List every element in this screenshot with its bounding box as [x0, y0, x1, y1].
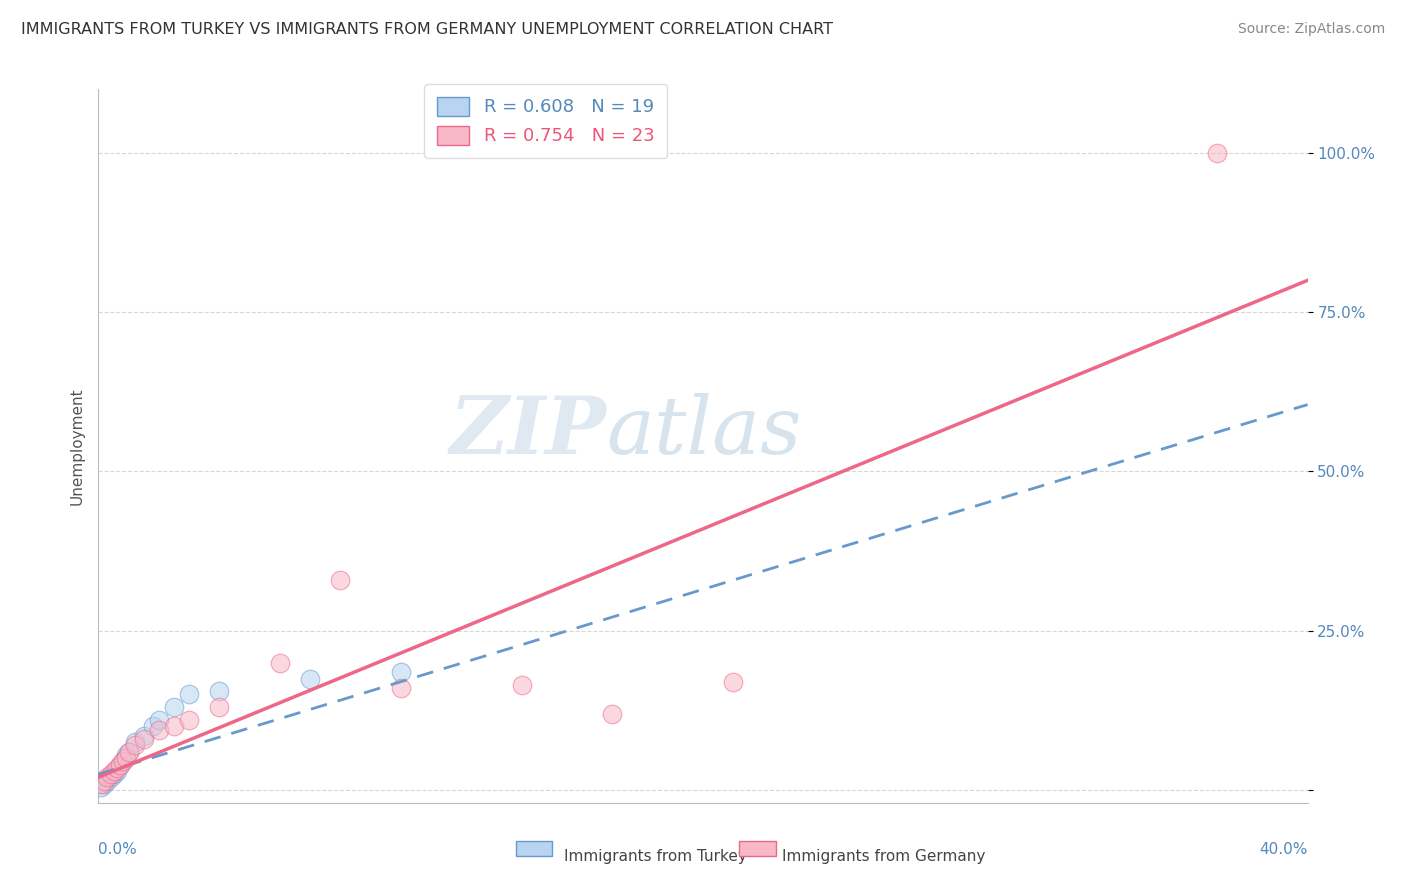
Point: [132, 729, 155, 743]
Point: [96, 770, 118, 784]
Point: [93, 777, 115, 791]
Point: [208, 684, 231, 698]
Text: ZIP: ZIP: [450, 393, 606, 470]
Point: [602, 706, 624, 721]
Point: [299, 672, 322, 686]
Point: [100, 770, 122, 784]
Point: [96, 773, 118, 788]
Point: [510, 678, 533, 692]
Point: [148, 713, 170, 727]
Point: [108, 757, 131, 772]
Text: IMMIGRANTS FROM TURKEY VS IMMIGRANTS FROM GERMANY UNEMPLOYMENT CORRELATION CHART: IMMIGRANTS FROM TURKEY VS IMMIGRANTS FRO…: [21, 22, 834, 37]
Point: [114, 751, 136, 765]
Text: Immigrants from Germany: Immigrants from Germany: [782, 849, 986, 864]
Point: [132, 732, 155, 747]
Text: Source: ZipAtlas.com: Source: ZipAtlas.com: [1237, 22, 1385, 37]
Point: [179, 688, 201, 702]
Text: 40.0%: 40.0%: [1260, 842, 1308, 857]
Point: [90, 777, 112, 791]
Point: [389, 665, 412, 680]
Point: [148, 723, 170, 737]
Point: [111, 755, 134, 769]
Point: [269, 656, 291, 670]
Point: [118, 745, 141, 759]
Point: [329, 573, 352, 587]
Legend: R = 0.608   N = 19, R = 0.754   N = 23: R = 0.608 N = 19, R = 0.754 N = 23: [425, 84, 668, 158]
Point: [103, 764, 125, 778]
Text: 0.0%: 0.0%: [98, 842, 138, 857]
Point: [208, 700, 231, 714]
Point: [389, 681, 412, 695]
Point: [105, 764, 128, 778]
Point: [100, 767, 122, 781]
Point: [114, 747, 136, 762]
Point: [93, 773, 115, 788]
Text: Immigrants from Turkey: Immigrants from Turkey: [564, 849, 747, 864]
Point: [111, 755, 134, 769]
Point: [163, 700, 186, 714]
Point: [124, 739, 146, 753]
Point: [723, 674, 745, 689]
Point: [105, 761, 128, 775]
Point: [108, 757, 131, 772]
FancyBboxPatch shape: [516, 840, 551, 856]
Point: [179, 713, 201, 727]
Y-axis label: Unemployment: Unemployment: [69, 387, 84, 505]
Point: [124, 735, 146, 749]
Point: [90, 780, 112, 794]
Text: atlas: atlas: [606, 393, 801, 470]
Point: [103, 767, 125, 781]
Point: [118, 745, 141, 759]
Point: [163, 719, 186, 733]
Point: [1206, 145, 1229, 160]
Point: [142, 719, 165, 733]
FancyBboxPatch shape: [740, 840, 776, 856]
